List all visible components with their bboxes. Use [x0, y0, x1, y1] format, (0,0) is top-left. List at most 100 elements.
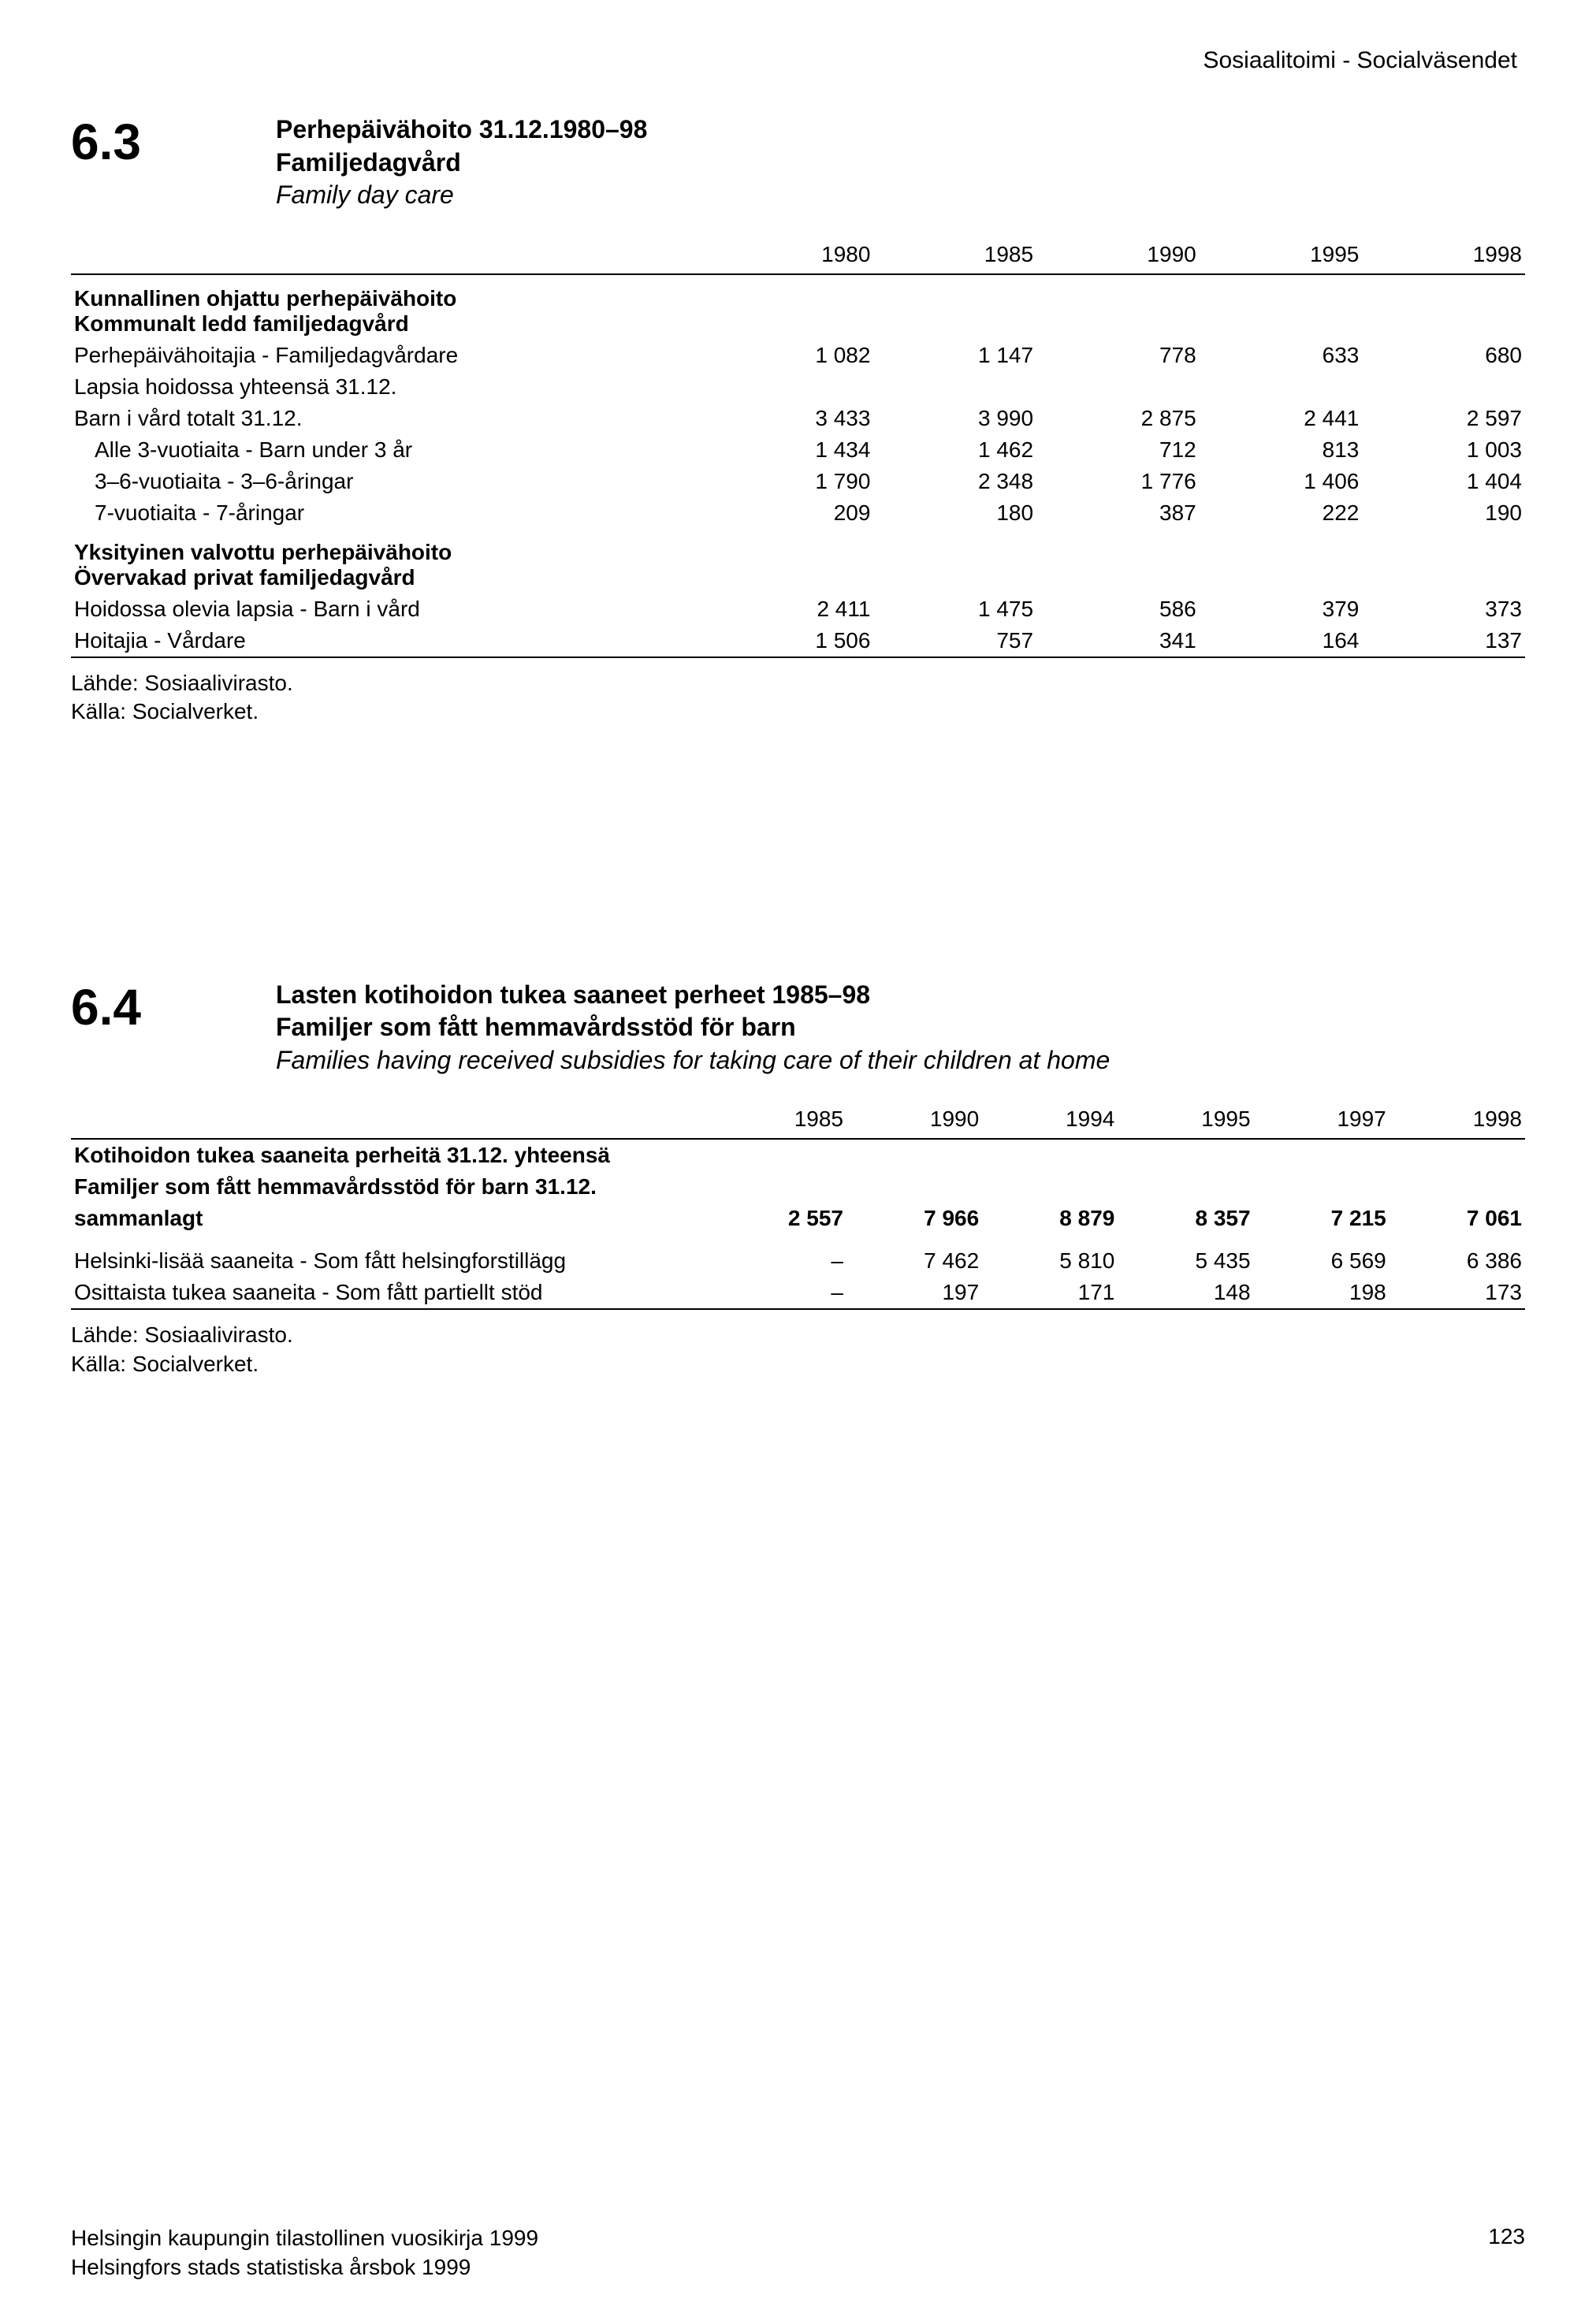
- table-row: Kotihoidon tukea saaneita perheitä 31.12…: [71, 1139, 1525, 1171]
- data-cell: 2 348: [873, 466, 1036, 497]
- data-cell: 778: [1036, 340, 1200, 371]
- section-64-header: 6.4 Lasten kotihoidon tukea saaneet perh…: [71, 979, 1525, 1077]
- data-cell: 8 879: [982, 1203, 1118, 1234]
- page-footer: Helsingin kaupungin tilastollinen vuosik…: [71, 2224, 1525, 2282]
- header-category: Sosiaalitoimi - Socialväsendet: [71, 47, 1525, 74]
- data-cell: [1118, 1139, 1253, 1171]
- table-row: Familjer som fått hemmavårdsstöd för bar…: [71, 1171, 1525, 1203]
- table-64-col-header: [71, 1100, 711, 1139]
- data-cell: 173: [1390, 1277, 1525, 1309]
- table-63-col-header: 1998: [1362, 236, 1525, 274]
- table-row: Hoitajia - Vårdare1 506757341164137: [71, 625, 1525, 657]
- footer-line2: Helsingfors stads statistiska årsbok 199…: [71, 2253, 538, 2282]
- title-fi-63: Perhepäivähoito 31.12.1980–98: [276, 113, 1525, 147]
- title-sv-64: Familjer som fått hemmavårdsstöd för bar…: [276, 1011, 1525, 1044]
- data-cell: 6 386: [1390, 1234, 1525, 1277]
- data-cell: 171: [982, 1277, 1118, 1309]
- table-64-col-header: 1994: [982, 1100, 1118, 1139]
- data-cell: [1200, 371, 1363, 403]
- section-63-header: 6.3 Perhepäivähoito 31.12.1980–98 Familj…: [71, 113, 1525, 212]
- data-cell: 1 790: [711, 466, 874, 497]
- source-63: Lähde: Sosiaalivirasto. Källa: Socialver…: [71, 669, 1525, 727]
- data-cell: 2 411: [711, 593, 874, 625]
- data-cell: [711, 371, 874, 403]
- data-cell: 5 435: [1118, 1234, 1253, 1277]
- source-sv-63: Källa: Socialverket.: [71, 697, 1525, 726]
- table-64-col-header: 1995: [1118, 1100, 1253, 1139]
- row-label: sammanlagt: [71, 1203, 711, 1234]
- spacer: [71, 727, 1525, 979]
- row-label: Hoitajia - Vårdare: [71, 625, 711, 657]
- data-cell: 1 434: [711, 434, 874, 466]
- table-row: Hoidossa olevia lapsia - Barn i vård2 41…: [71, 593, 1525, 625]
- data-cell: 1 003: [1362, 434, 1525, 466]
- data-cell: 1 506: [711, 625, 874, 657]
- table-64-header-row: 198519901994199519971998: [71, 1100, 1525, 1139]
- data-cell: 2 441: [1200, 403, 1363, 434]
- data-cell: [1362, 371, 1525, 403]
- data-cell: 1 404: [1362, 466, 1525, 497]
- section-titles-64: Lasten kotihoidon tukea saaneet perheet …: [276, 979, 1525, 1077]
- data-cell: 164: [1200, 625, 1363, 657]
- data-cell: [1390, 1139, 1525, 1171]
- section-number-64: 6.4: [71, 979, 276, 1077]
- data-cell: 1 462: [873, 434, 1036, 466]
- data-cell: 813: [1200, 434, 1363, 466]
- table-row: sammanlagt2 5577 9668 8798 3577 2157 061: [71, 1203, 1525, 1234]
- table-row: Alle 3-vuotiaita - Barn under 3 år1 4341…: [71, 434, 1525, 466]
- source-sv-64: Källa: Socialverket.: [71, 1350, 1525, 1378]
- data-cell: 7 462: [846, 1234, 982, 1277]
- table-row: Osittaista tukea saaneita - Som fått par…: [71, 1277, 1525, 1309]
- source-64: Lähde: Sosiaalivirasto. Källa: Socialver…: [71, 1321, 1525, 1378]
- data-cell: 1 406: [1200, 466, 1363, 497]
- data-cell: [846, 1171, 982, 1203]
- table-64-col-header: 1998: [1390, 1100, 1525, 1139]
- data-cell: 209: [711, 497, 874, 529]
- data-cell: [982, 1171, 1118, 1203]
- data-cell: [711, 1139, 846, 1171]
- data-cell: 373: [1362, 593, 1525, 625]
- data-cell: [1254, 1139, 1390, 1171]
- data-cell: 379: [1200, 593, 1363, 625]
- data-cell: 222: [1200, 497, 1363, 529]
- data-cell: 8 357: [1118, 1203, 1253, 1234]
- data-cell: 7 966: [846, 1203, 982, 1234]
- table-row: Perhepäivähoitajia - Familjedagvårdare1 …: [71, 340, 1525, 371]
- data-cell: 2 875: [1036, 403, 1200, 434]
- data-cell: 197: [846, 1277, 982, 1309]
- data-cell: 137: [1362, 625, 1525, 657]
- data-cell: 2 557: [711, 1203, 846, 1234]
- data-cell: 712: [1036, 434, 1200, 466]
- data-cell: 3 433: [711, 403, 874, 434]
- table-row: 7-vuotiaita - 7-åringar209180387222190: [71, 497, 1525, 529]
- table-63: 19801985199019951998 Kunnallinen ohjattu…: [71, 236, 1525, 658]
- row-label: Osittaista tukea saaneita - Som fått par…: [71, 1277, 711, 1309]
- title-fi-64: Lasten kotihoidon tukea saaneet perheet …: [276, 979, 1525, 1012]
- data-cell: 387: [1036, 497, 1200, 529]
- data-cell: [846, 1139, 982, 1171]
- table-row: 3–6-vuotiaita - 3–6-åringar1 7902 3481 7…: [71, 466, 1525, 497]
- data-cell: 1 147: [873, 340, 1036, 371]
- row-label: Kotihoidon tukea saaneita perheitä 31.12…: [71, 1139, 711, 1171]
- data-cell: –: [711, 1277, 846, 1309]
- table-row: Barn i vård totalt 31.12.3 4333 9902 875…: [71, 403, 1525, 434]
- data-cell: 341: [1036, 625, 1200, 657]
- table-63-header-row: 19801985199019951998: [71, 236, 1525, 274]
- source-fi-63: Lähde: Sosiaalivirasto.: [71, 669, 1525, 697]
- table-row: Lapsia hoidossa yhteensä 31.12.: [71, 371, 1525, 403]
- page-number: 123: [1488, 2224, 1525, 2282]
- row-label: Familjer som fått hemmavårdsstöd för bar…: [71, 1171, 711, 1203]
- group-header: Yksityinen valvottu perhepäivähoitoÖverv…: [71, 529, 1525, 593]
- data-cell: [1254, 1171, 1390, 1203]
- data-cell: 1 475: [873, 593, 1036, 625]
- section-titles-63: Perhepäivähoito 31.12.1980–98 Familjedag…: [276, 113, 1525, 212]
- row-label: Barn i vård totalt 31.12.: [71, 403, 711, 434]
- row-label: Alle 3-vuotiaita - Barn under 3 år: [71, 434, 711, 466]
- data-cell: –: [711, 1234, 846, 1277]
- data-cell: [1036, 371, 1200, 403]
- data-cell: 680: [1362, 340, 1525, 371]
- table-64-col-header: 1997: [1254, 1100, 1390, 1139]
- table-row: Kunnallinen ohjattu perhepäivähoitoKommu…: [71, 274, 1525, 340]
- row-label: 7-vuotiaita - 7-åringar: [71, 497, 711, 529]
- data-cell: [982, 1139, 1118, 1171]
